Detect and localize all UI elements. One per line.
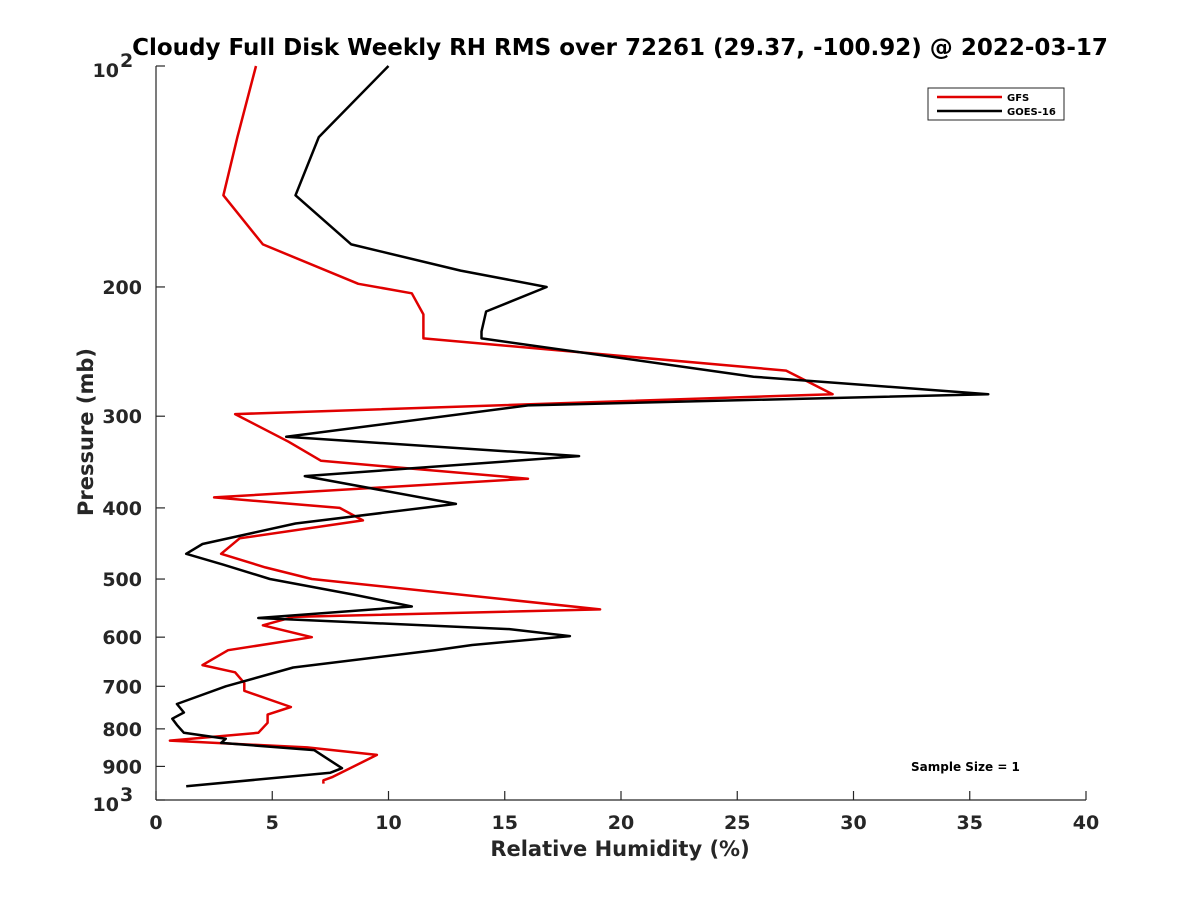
chart-title: Cloudy Full Disk Weekly RH RMS over 7226… <box>132 35 1108 61</box>
y-axis-label: Pressure (mb) <box>74 348 98 516</box>
x-tick-label: 5 <box>266 812 279 834</box>
legend-box <box>927 87 1065 121</box>
y-tick-label: 900 <box>102 756 142 778</box>
x-tick-label: 25 <box>724 812 750 834</box>
x-tick-label: 30 <box>840 812 866 834</box>
legend: GFS GOES-16 <box>927 87 1065 121</box>
y-tick-label: 500 <box>102 569 142 591</box>
x-tick-label: 15 <box>492 812 518 834</box>
plot-area <box>155 66 1086 801</box>
series-lines <box>168 65 990 788</box>
x-tick-label: 0 <box>149 812 162 834</box>
x-tick-label: 35 <box>957 812 983 834</box>
y-tick-label: 300 <box>102 406 142 428</box>
legend-label-goes16: GOES-16 <box>1007 107 1056 118</box>
y-tick-label: 600 <box>102 627 142 649</box>
y-tick-label: 10 <box>93 60 119 82</box>
y-tick-label: 400 <box>102 498 142 520</box>
x-tick-label: 40 <box>1073 812 1099 834</box>
x-tick-label: 20 <box>608 812 634 834</box>
y-tick-label: 200 <box>102 277 142 299</box>
x-axis: 0 5 10 15 20 25 30 35 40 <box>149 791 1099 834</box>
y-tick-label: 700 <box>102 676 142 698</box>
plot-background <box>156 66 1086 800</box>
sample-size-annotation: Sample Size = 1 <box>911 760 1020 774</box>
series-line-goes16 <box>171 65 990 788</box>
y-tick-label: 800 <box>102 719 142 741</box>
y-tick-label: 10 <box>93 794 119 816</box>
legend-label-gfs: GFS <box>1007 93 1029 104</box>
y-tick-label-exponent: 2 <box>120 50 133 72</box>
x-axis-label: Relative Humidity (%) <box>490 837 749 861</box>
y-tick-label-exponent: 3 <box>120 784 133 806</box>
series-line-gfs <box>168 65 834 784</box>
x-tick-label: 10 <box>375 812 401 834</box>
